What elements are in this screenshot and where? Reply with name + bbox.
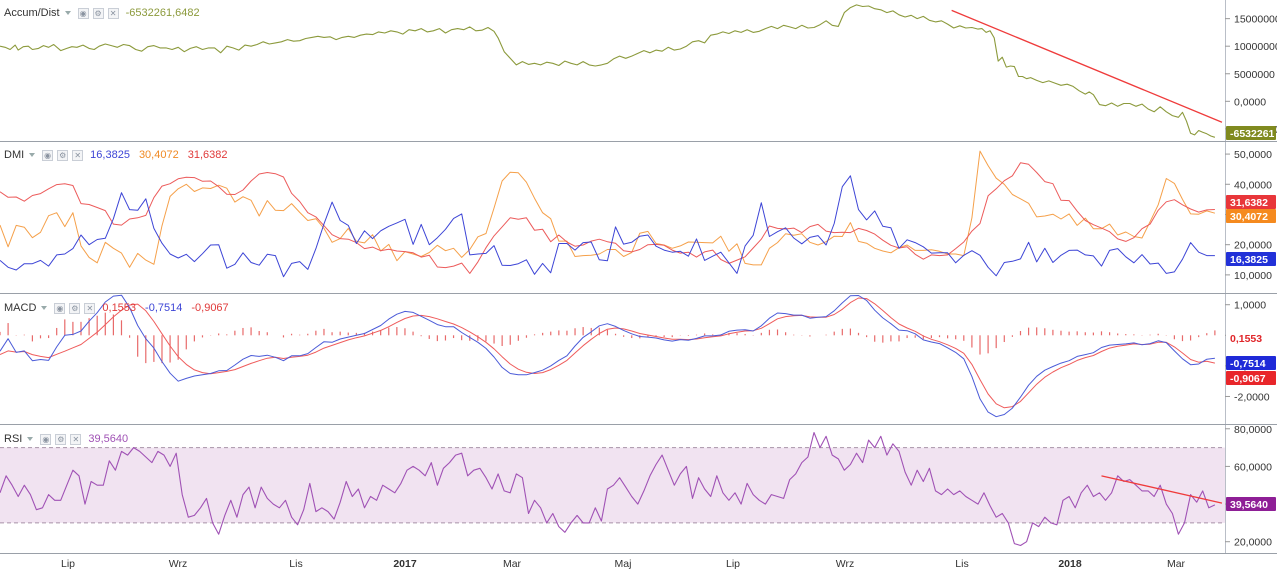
legend-accum-dist: Accum/Dist ◉ ⚙ ✕ -6532261,6482	[4, 5, 200, 21]
last-value-adx-bg	[1226, 195, 1276, 209]
trendline-accum-dist	[951, 9, 1223, 123]
x-tick-label-9: 2018	[1058, 558, 1082, 570]
y-tick-label-dmi-4: 10,0000	[1234, 270, 1272, 282]
last-value-di-plus: 16,3825	[1230, 254, 1268, 266]
x-tick-label-1: Wrz	[169, 558, 187, 570]
eye-icon[interactable]: ◉	[40, 433, 52, 445]
x-tick-label-2: Lis	[289, 558, 302, 570]
y-tick-label-dmi-0: 50,0000	[1234, 149, 1272, 161]
legend-dmi-minus-value: 30,4072	[138, 149, 179, 161]
legend-macd-signal-value: -0,9067	[191, 302, 229, 314]
last-value-di-minus: 30,4072	[1230, 211, 1268, 223]
legend-rsi-name: RSI	[4, 433, 23, 445]
y-tick-label-ad-2: 5000000	[1234, 69, 1275, 81]
legend-adx-value: 31,6382	[187, 149, 228, 161]
legend-macd-line-value: -0,7514	[145, 302, 183, 314]
legend-macd-name: MACD	[4, 302, 37, 314]
last-value-di-plus-bg	[1226, 252, 1276, 266]
series-accum-dist	[0, 4, 1216, 138]
last-value-macd-line: -0,7514	[1230, 358, 1266, 370]
series-adx	[0, 162, 1215, 274]
series-macd-line	[0, 294, 1215, 418]
last-value-macd-signal-bg	[1226, 371, 1276, 385]
y-tick-label-macd-3: -2,0000	[1234, 391, 1270, 403]
legend-dmi-plus-value: 16,3825	[90, 149, 130, 161]
last-value-adx: 31,6382	[1230, 197, 1268, 209]
series-di-minus	[0, 150, 1216, 268]
chevron-down-icon[interactable]	[64, 11, 71, 15]
y-tick-label-dmi-3: 20,0000	[1234, 240, 1272, 252]
y-tick-label-ad-3: 0,0000	[1234, 96, 1266, 108]
legend-macd: MACD ◉ ⚙ ✕ 0,1553 -0,7514 -0,9067	[4, 300, 229, 316]
chevron-down-icon[interactable]	[41, 306, 48, 310]
last-value-macd-signal: -0,9067	[1230, 373, 1266, 385]
gear-icon[interactable]: ⚙	[55, 433, 67, 445]
x-tick-label-8: Lis	[955, 558, 968, 570]
last-value-di-minus-bg	[1226, 209, 1276, 223]
last-value-macd-line-bg	[1226, 356, 1276, 370]
x-tick-label-6: Lip	[726, 558, 740, 570]
legend-dmi: DMI ◉ ⚙ ✕ 16,3825 30,4072 31,6382	[4, 147, 227, 163]
x-tick-label-7: Wrz	[836, 558, 854, 570]
close-icon[interactable]: ✕	[84, 302, 96, 314]
last-value-accum-dist-bg	[1226, 126, 1276, 140]
legend-rsi-value: 39,5640	[88, 433, 129, 445]
y-tick-label-rsi-1: 60,0000	[1234, 461, 1272, 473]
legend-accum-dist-value: -6532261,6482	[125, 7, 200, 19]
close-icon[interactable]: ✕	[107, 7, 119, 19]
eye-icon[interactable]: ◉	[54, 302, 66, 314]
eye-icon[interactable]: ◉	[77, 7, 89, 19]
y-tick-label-rsi-3: 20,0000	[1234, 537, 1272, 549]
close-icon[interactable]: ✕	[72, 149, 84, 161]
last-value-rsi-bg	[1226, 497, 1276, 511]
last-value-accum-dist: -6532261	[1230, 128, 1275, 140]
eye-icon[interactable]: ◉	[42, 149, 54, 161]
legend-macd-hist-value: 0,1553	[102, 302, 137, 314]
trendline-rsi	[1101, 475, 1223, 504]
last-value-macd-hist: 0,1553	[1230, 333, 1262, 345]
x-tick-label-0: Lip	[61, 558, 75, 570]
gear-icon[interactable]: ⚙	[69, 302, 81, 314]
legend-accum-dist-name: Accum/Dist	[4, 7, 60, 19]
x-tick-label-10: Mar	[1167, 558, 1186, 570]
y-tick-label-rsi-0: 80,0000	[1234, 424, 1272, 436]
y-tick-label-macd-0: 1,0000	[1234, 300, 1266, 312]
legend-rsi: RSI ◉ ⚙ ✕ 39,5640	[4, 431, 128, 447]
y-tick-label-ad-1: 10000000	[1234, 41, 1277, 53]
series-di-plus	[0, 175, 1215, 278]
y-tick-label-ad-0: 15000000	[1234, 14, 1277, 26]
gear-icon[interactable]: ⚙	[92, 7, 104, 19]
chevron-down-icon[interactable]	[27, 437, 34, 441]
legend-dmi-name: DMI	[4, 149, 25, 161]
x-tick-label-4: Mar	[503, 558, 522, 570]
x-tick-label-5: Maj	[615, 558, 632, 570]
last-value-rsi: 39,5640	[1230, 499, 1268, 511]
x-tick-label-3: 2017	[393, 558, 417, 570]
gear-icon[interactable]: ⚙	[57, 149, 69, 161]
y-tick-label-dmi-1: 40,0000	[1234, 179, 1272, 191]
last-value-macd-hist-bg	[1226, 331, 1276, 345]
series-macd-signal	[0, 297, 1216, 409]
close-icon[interactable]: ✕	[70, 433, 82, 445]
chevron-down-icon[interactable]	[29, 153, 36, 157]
series-rsi	[0, 431, 1216, 547]
